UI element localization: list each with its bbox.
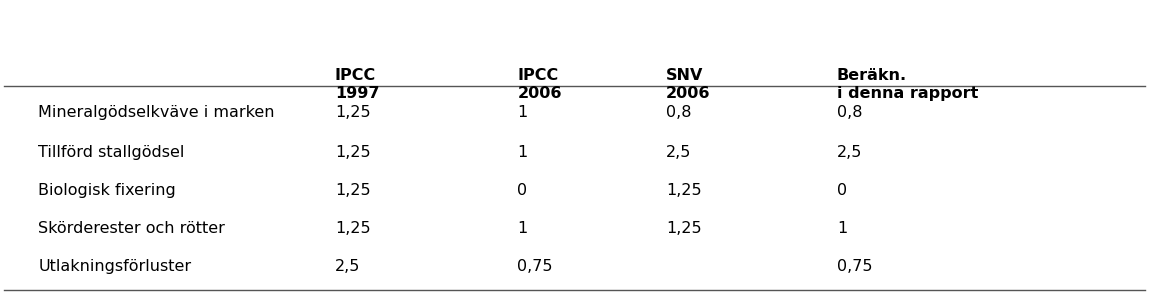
Text: 0,75: 0,75	[836, 259, 872, 274]
Text: 0,75: 0,75	[517, 259, 553, 274]
Text: 2,5: 2,5	[336, 259, 361, 274]
Text: SNV
2006: SNV 2006	[665, 68, 710, 101]
Text: 1: 1	[517, 221, 527, 236]
Text: 2,5: 2,5	[665, 146, 692, 160]
Text: IPCC
2006: IPCC 2006	[517, 68, 562, 101]
Text: 1,25: 1,25	[665, 221, 701, 236]
Text: 0: 0	[517, 183, 527, 198]
Text: Biologisk fixering: Biologisk fixering	[38, 183, 176, 198]
Text: 1: 1	[836, 221, 847, 236]
Text: Beräkn.
i denna rapport: Beräkn. i denna rapport	[836, 68, 978, 101]
Text: 1: 1	[517, 105, 527, 120]
Text: Tillförd stallgödsel: Tillförd stallgödsel	[38, 146, 185, 160]
Text: 1,25: 1,25	[665, 183, 701, 198]
Text: Mineralgödselkväve i marken: Mineralgödselkväve i marken	[38, 105, 275, 120]
Text: 0,8: 0,8	[665, 105, 692, 120]
Text: 0,8: 0,8	[836, 105, 863, 120]
Text: 0: 0	[836, 183, 847, 198]
Text: 1: 1	[517, 146, 527, 160]
Text: 2,5: 2,5	[836, 146, 862, 160]
Text: 1,25: 1,25	[336, 146, 371, 160]
Text: 1,25: 1,25	[336, 221, 371, 236]
Text: Utlakningsförluster: Utlakningsförluster	[38, 259, 192, 274]
Text: 1,25: 1,25	[336, 183, 371, 198]
Text: 1,25: 1,25	[336, 105, 371, 120]
Text: IPCC
1997: IPCC 1997	[336, 68, 379, 101]
Text: Skörderester och rötter: Skörderester och rötter	[38, 221, 225, 236]
